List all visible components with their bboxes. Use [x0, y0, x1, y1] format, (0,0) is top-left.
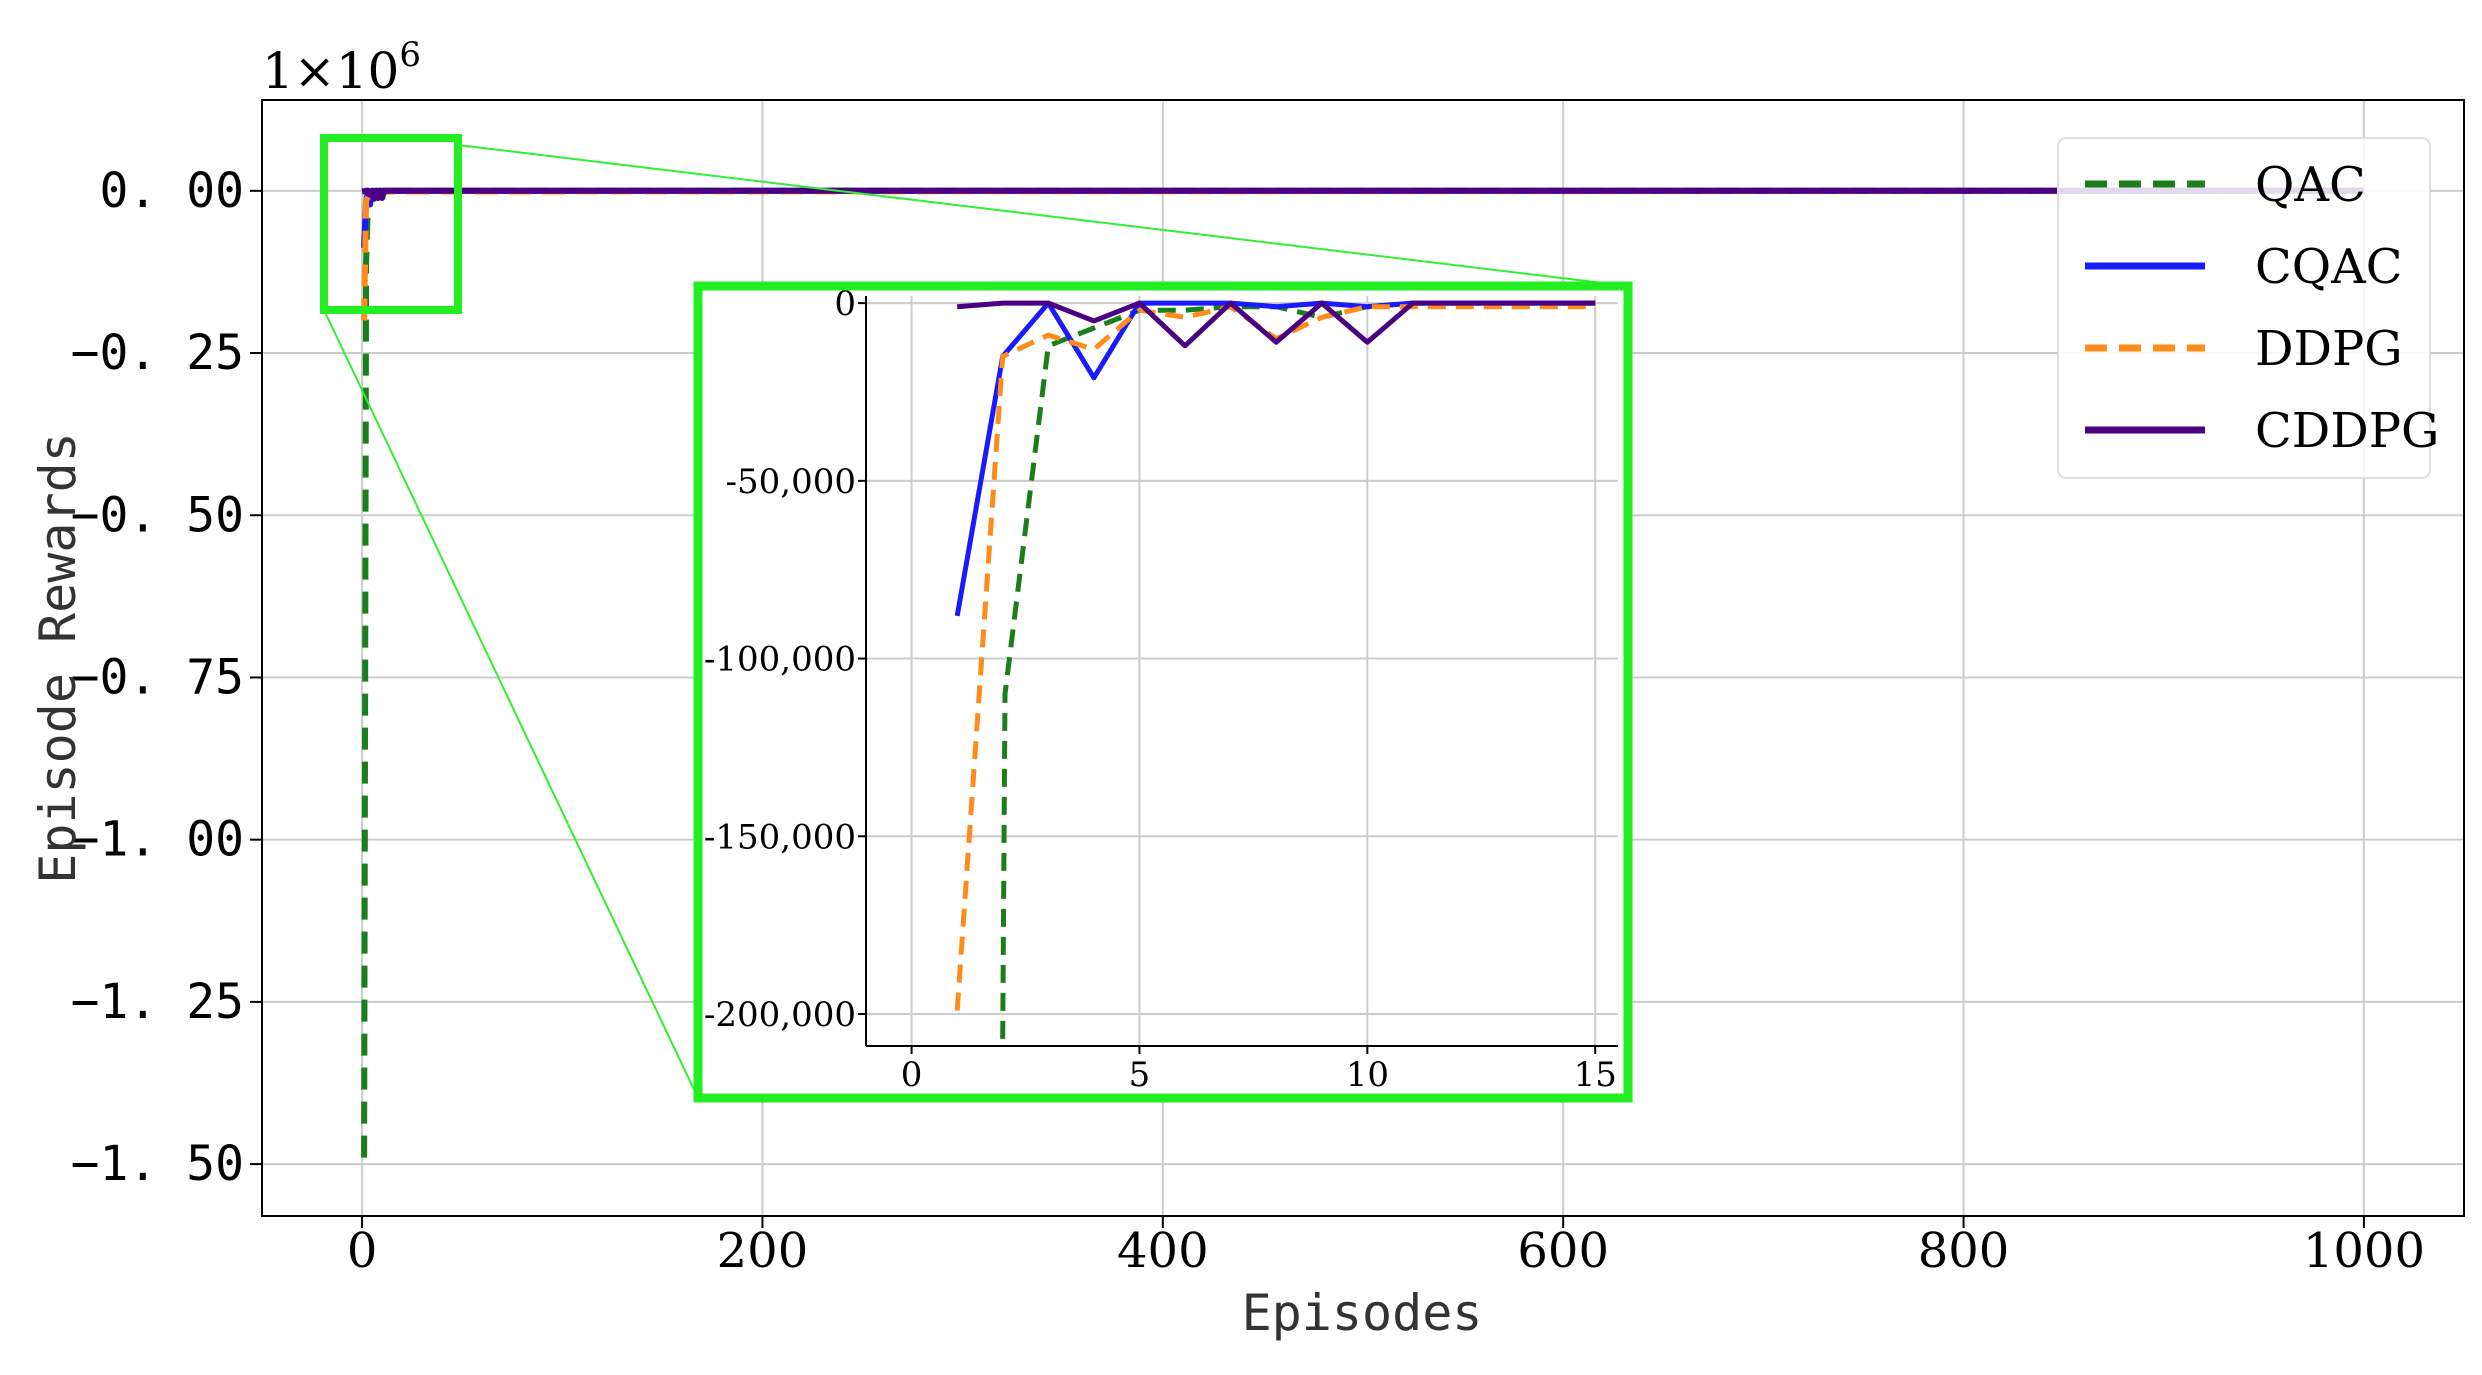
- y-axis-label: Episode Rewards: [29, 432, 87, 884]
- inset-series-line-cddpg: [957, 300, 1596, 349]
- main-x-ticks: 0 200 400 600 800 1000: [347, 1216, 2425, 1279]
- main-y-tick-label: −1. 00: [71, 812, 244, 868]
- main-y-tick-label: −0. 50: [71, 487, 244, 543]
- inset-border: [693, 281, 1633, 1103]
- inset-x-tick-label: 10: [1346, 1055, 1389, 1095]
- main-series: [361, 187, 2364, 1158]
- main-y-tick-label: −1. 50: [71, 1136, 244, 1192]
- main-x-tick-label: 800: [1918, 1223, 2010, 1279]
- legend-label-cddpg: CDDPG: [2255, 403, 2439, 459]
- inset-series-line-ddpg: [954, 304, 1596, 1011]
- inset-x-tick-label: 15: [1574, 1055, 1617, 1095]
- offset-label: 1×106: [262, 35, 421, 100]
- inset-x-tick-label: 0: [901, 1055, 923, 1095]
- main-y-tick-label: −0. 25: [71, 325, 244, 381]
- inset-y-tick-label: -100,000: [704, 640, 856, 680]
- inset-x-tick-label: 5: [1129, 1055, 1151, 1095]
- legend-label-ddpg: DDPG: [2255, 321, 2403, 377]
- inset-x-ticks: 0 5 10 15: [901, 1046, 1617, 1095]
- main-y-tick-label: 0. 00: [100, 163, 245, 219]
- main-y-tick-label: −0. 75: [71, 649, 244, 705]
- inset-y-ticks: 0 -50,000 -100,000 -150,000 -200,000: [704, 284, 866, 1035]
- legend-box: [2057, 137, 2431, 479]
- main-axes-frame: [261, 99, 2465, 1217]
- main-y-ticks: 0. 00 −0. 25 −0. 50 −0. 75 −1. 00 −1. 25 −1. 5…: [71, 163, 262, 1192]
- legend-label-cqac: CQAC: [2255, 239, 2402, 295]
- x-axis-label: Episodes: [1242, 1284, 1483, 1342]
- inset-y-tick-label: -150,000: [704, 817, 856, 857]
- inset-y-tick-label: -50,000: [726, 462, 856, 502]
- offset-exponent: 6: [399, 35, 421, 75]
- main-series-line-cddpg: [361, 187, 2364, 202]
- main-x-tick-label: 200: [717, 1223, 809, 1279]
- legend: QAC CQAC DDPG CDDPG: [2057, 137, 2439, 479]
- inset-series: [954, 300, 1596, 1039]
- inset-background: [698, 286, 1628, 1098]
- main-y-tick-label: −1. 25: [71, 974, 244, 1030]
- main-x-tick-label: 1000: [2303, 1223, 2425, 1279]
- main-x-tick-label: 600: [1517, 1223, 1609, 1279]
- main-x-tick-label: 0: [347, 1223, 378, 1279]
- zoom-connector-top: [457, 144, 1629, 287]
- inset-y-tick-label: -200,000: [704, 995, 856, 1035]
- zoom-indicator: [320, 134, 1629, 1099]
- inset-y-tick-label: 0: [834, 284, 856, 324]
- main-x-tick-label: 400: [1117, 1223, 1209, 1279]
- legend-label-qac: QAC: [2255, 157, 2366, 213]
- inset-axes: [865, 296, 1618, 1047]
- zoom-region-box: [320, 134, 462, 314]
- zoom-connector-bottom: [323, 309, 699, 1099]
